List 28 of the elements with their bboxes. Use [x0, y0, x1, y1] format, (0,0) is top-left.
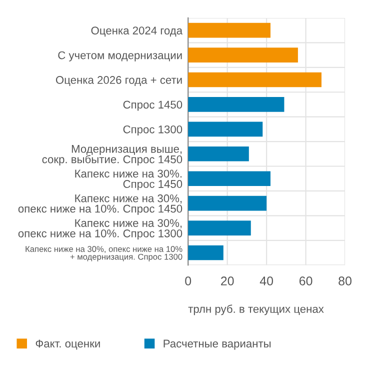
- x-tick-label: 80: [338, 276, 352, 286]
- legend-label: Факт. оценки: [36, 340, 100, 350]
- bar: [188, 245, 224, 260]
- bar: [188, 48, 298, 62]
- legend-label: Расчетные варианты: [164, 340, 271, 350]
- y-tick-label: С учетом модернизации: [58, 51, 182, 62]
- bar: [188, 171, 270, 186]
- y-tick-label: Капекс ниже на 30%. Спрос 1450: [75, 170, 182, 190]
- bar: [188, 97, 284, 112]
- x-tick-label: 0: [185, 276, 192, 286]
- y-tick-label: Капекс ниже на 30%, опекс ниже на 10% + модернизация. Спрос 1300: [26, 246, 182, 262]
- x-tick-label: 20: [221, 276, 234, 286]
- x-axis-title: трлн руб. в текущих ценах: [188, 304, 324, 316]
- x-tick-label: 40: [260, 276, 274, 286]
- bar: [188, 196, 267, 211]
- bar: [188, 122, 263, 137]
- y-tick-label: Капекс ниже на 30%, опекс ниже на 10%. Спрос 1300: [18, 219, 182, 240]
- bar: [188, 146, 249, 162]
- y-tick-label: Капекс ниже на 30%, опекс ниже на 10%. Спрос 1450: [18, 194, 182, 215]
- x-tick-label: 60: [299, 276, 312, 286]
- bar: [188, 220, 251, 236]
- y-tick-label: Спрос 1450: [123, 100, 182, 111]
- y-tick-label: Спрос 1300: [123, 125, 182, 136]
- y-tick-label: Модернизация выше, сокр. выбытие. Спрос 1450: [42, 145, 182, 166]
- y-tick-label: Оценка 2026 года + сети: [56, 76, 182, 86]
- bar: [188, 22, 270, 38]
- bar: [188, 72, 322, 88]
- y-tick-label: Оценка 2024 года: [91, 26, 183, 37]
